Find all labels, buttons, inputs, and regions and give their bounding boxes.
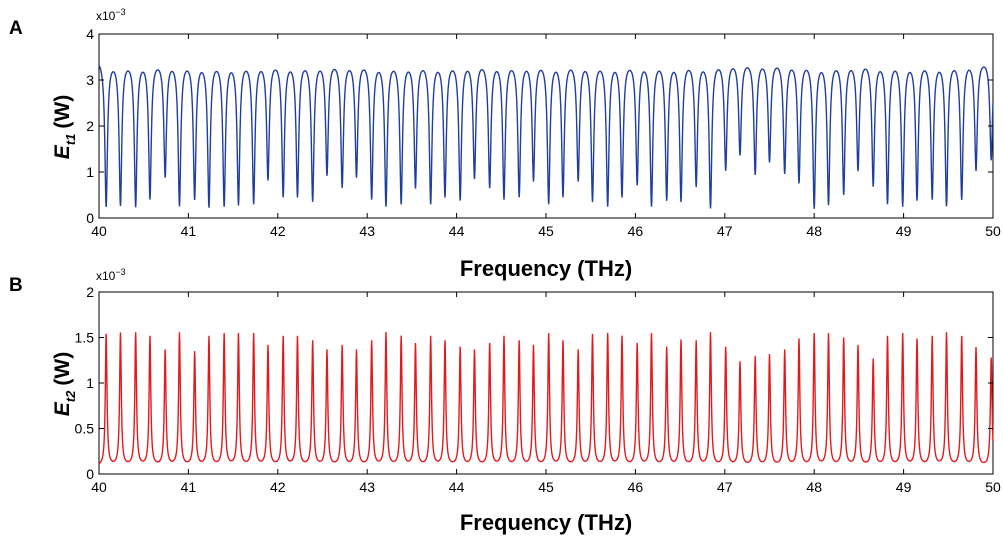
panel-b-x-ticks: 40 41 42 43 44 45 46 47 48 49 50: [91, 292, 1001, 495]
panel-b-series-line: [98, 332, 994, 465]
panel-a-plot-area: [98, 33, 994, 219]
panel-a-y-tick-label: 1: [86, 164, 94, 180]
panel-b-x-tick-label: 42: [270, 479, 286, 495]
panel-b: B 0 0.5 1 1.5 2 40 41 42 43 44 45 46 47 48 49 50 x10−3…: [9, 267, 1001, 535]
panel-a-y-tick-label: 3: [86, 72, 94, 88]
panel-a-scale-exponent: x10−3: [96, 7, 126, 23]
panel-b-y-tick-label: 2: [86, 284, 94, 300]
panel-a: A 0 1 2 3 4 40 41 42 43 44 45 46 47 48 49 50 x10−3 Fre…: [9, 7, 1001, 281]
panel-a-x-ticks: 40 41 42 43 44 45 46 47 48 49 50: [91, 34, 1001, 239]
panel-a-x-axis-label: Frequency (THz): [460, 256, 632, 281]
panel-b-x-tick-label: 50: [985, 479, 1001, 495]
panel-a-x-tick-label: 40: [91, 223, 107, 239]
panel-a-x-tick-label: 44: [449, 223, 465, 239]
panel-a-x-tick-label: 48: [806, 223, 822, 239]
panel-a-x-tick-label: 43: [359, 223, 375, 239]
panel-b-y-tick-label: 1: [86, 375, 94, 391]
panel-b-x-tick-label: 46: [628, 479, 644, 495]
panel-b-x-tick-label: 45: [538, 479, 554, 495]
panel-a-y-ticks: 0 1 2 3 4: [86, 26, 993, 226]
panel-b-plot-area: [98, 291, 994, 475]
panel-b-x-tick-label: 49: [896, 479, 912, 495]
panel-b-x-tick-label: 43: [359, 479, 375, 495]
panel-b-x-tick-label: 47: [717, 479, 733, 495]
panel-a-x-tick-label: 47: [717, 223, 733, 239]
panel-b-y-tick-label: 0.5: [75, 421, 95, 437]
panel-b-x-axis-label: Frequency (THz): [460, 510, 632, 535]
panel-a-y-tick-label: 2: [86, 118, 94, 134]
panel-b-y-tick-label: 0: [86, 466, 94, 482]
panel-b-scale-exponent: x10−3: [96, 267, 126, 283]
panel-b-x-tick-label: 48: [806, 479, 822, 495]
panel-b-y-axis-label: Et2(W): [51, 352, 78, 416]
panel-b-x-tick-label: 41: [181, 479, 197, 495]
panel-b-x-tick-label: 40: [91, 479, 107, 495]
panel-b-y-ticks: 0 0.5 1 1.5 2: [75, 284, 993, 482]
panel-a-x-tick-label: 49: [896, 223, 912, 239]
panel-a-x-tick-label: 45: [538, 223, 554, 239]
panel-a-series-line: [98, 64, 994, 209]
panel-a-x-tick-label: 42: [270, 223, 286, 239]
panel-a-letter: A: [9, 18, 23, 39]
panel-a-y-axis-label: Et1(W): [51, 95, 78, 159]
panel-b-letter: B: [9, 275, 23, 296]
panel-a-y-tick-label: 0: [86, 210, 94, 226]
panel-a-x-tick-label: 41: [181, 223, 197, 239]
panel-a-x-tick-label: 50: [985, 223, 1001, 239]
panel-b-y-tick-label: 1.5: [75, 330, 95, 346]
panel-a-x-tick-label: 46: [628, 223, 644, 239]
panel-b-x-tick-label: 44: [449, 479, 465, 495]
panel-a-y-tick-label: 4: [86, 26, 94, 42]
